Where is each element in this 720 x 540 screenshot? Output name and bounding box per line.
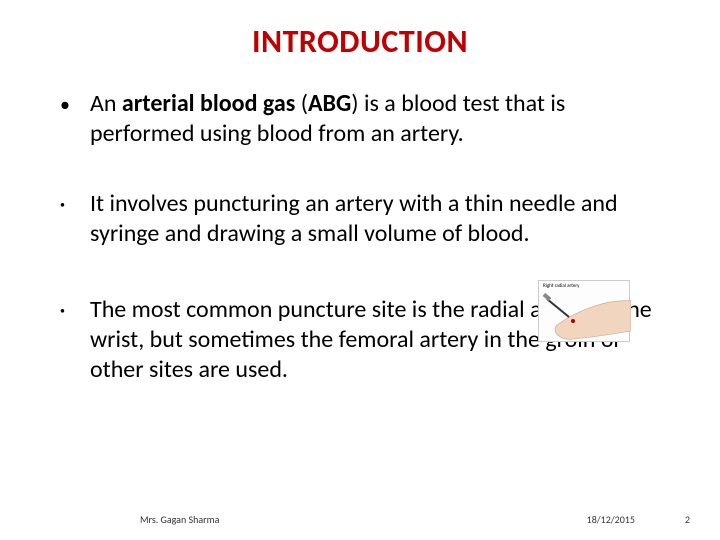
image-label: Right radial artery <box>543 283 579 289</box>
bullet-text: It involves puncturing an artery with a … <box>90 189 670 249</box>
footer: Mrs. Gagan Sharma 18/12/2015 2 <box>0 513 720 526</box>
bullet-marker: • <box>60 189 90 212</box>
footer-page: 2 <box>685 513 690 526</box>
bullet-1: • An arterial blood gas (ABG) is a blood… <box>60 89 670 149</box>
footer-date: 18/12/2015 <box>587 513 635 526</box>
title-text: INTRODUCTION <box>252 22 468 61</box>
arm-puncture-image: Right radial artery <box>538 280 630 342</box>
b1-bold-paren: ABG <box>308 89 351 118</box>
bullet-text: An arterial blood gas (ABG) is a blood t… <box>90 89 670 149</box>
slide-title: INTRODUCTION <box>0 0 720 61</box>
b1-bold: arterial blood gas <box>122 89 295 118</box>
b1-paren-open: ( <box>295 89 308 118</box>
arm-icon <box>539 281 631 343</box>
bullet-2: • It involves puncturing an artery with … <box>60 189 670 249</box>
b1-prefix: An <box>90 89 122 118</box>
footer-author: Mrs. Gagan Sharma <box>140 513 219 526</box>
bullet-marker: • <box>60 89 90 118</box>
b1-paren-close: ) <box>351 89 358 118</box>
bullet-marker: • <box>60 295 90 318</box>
